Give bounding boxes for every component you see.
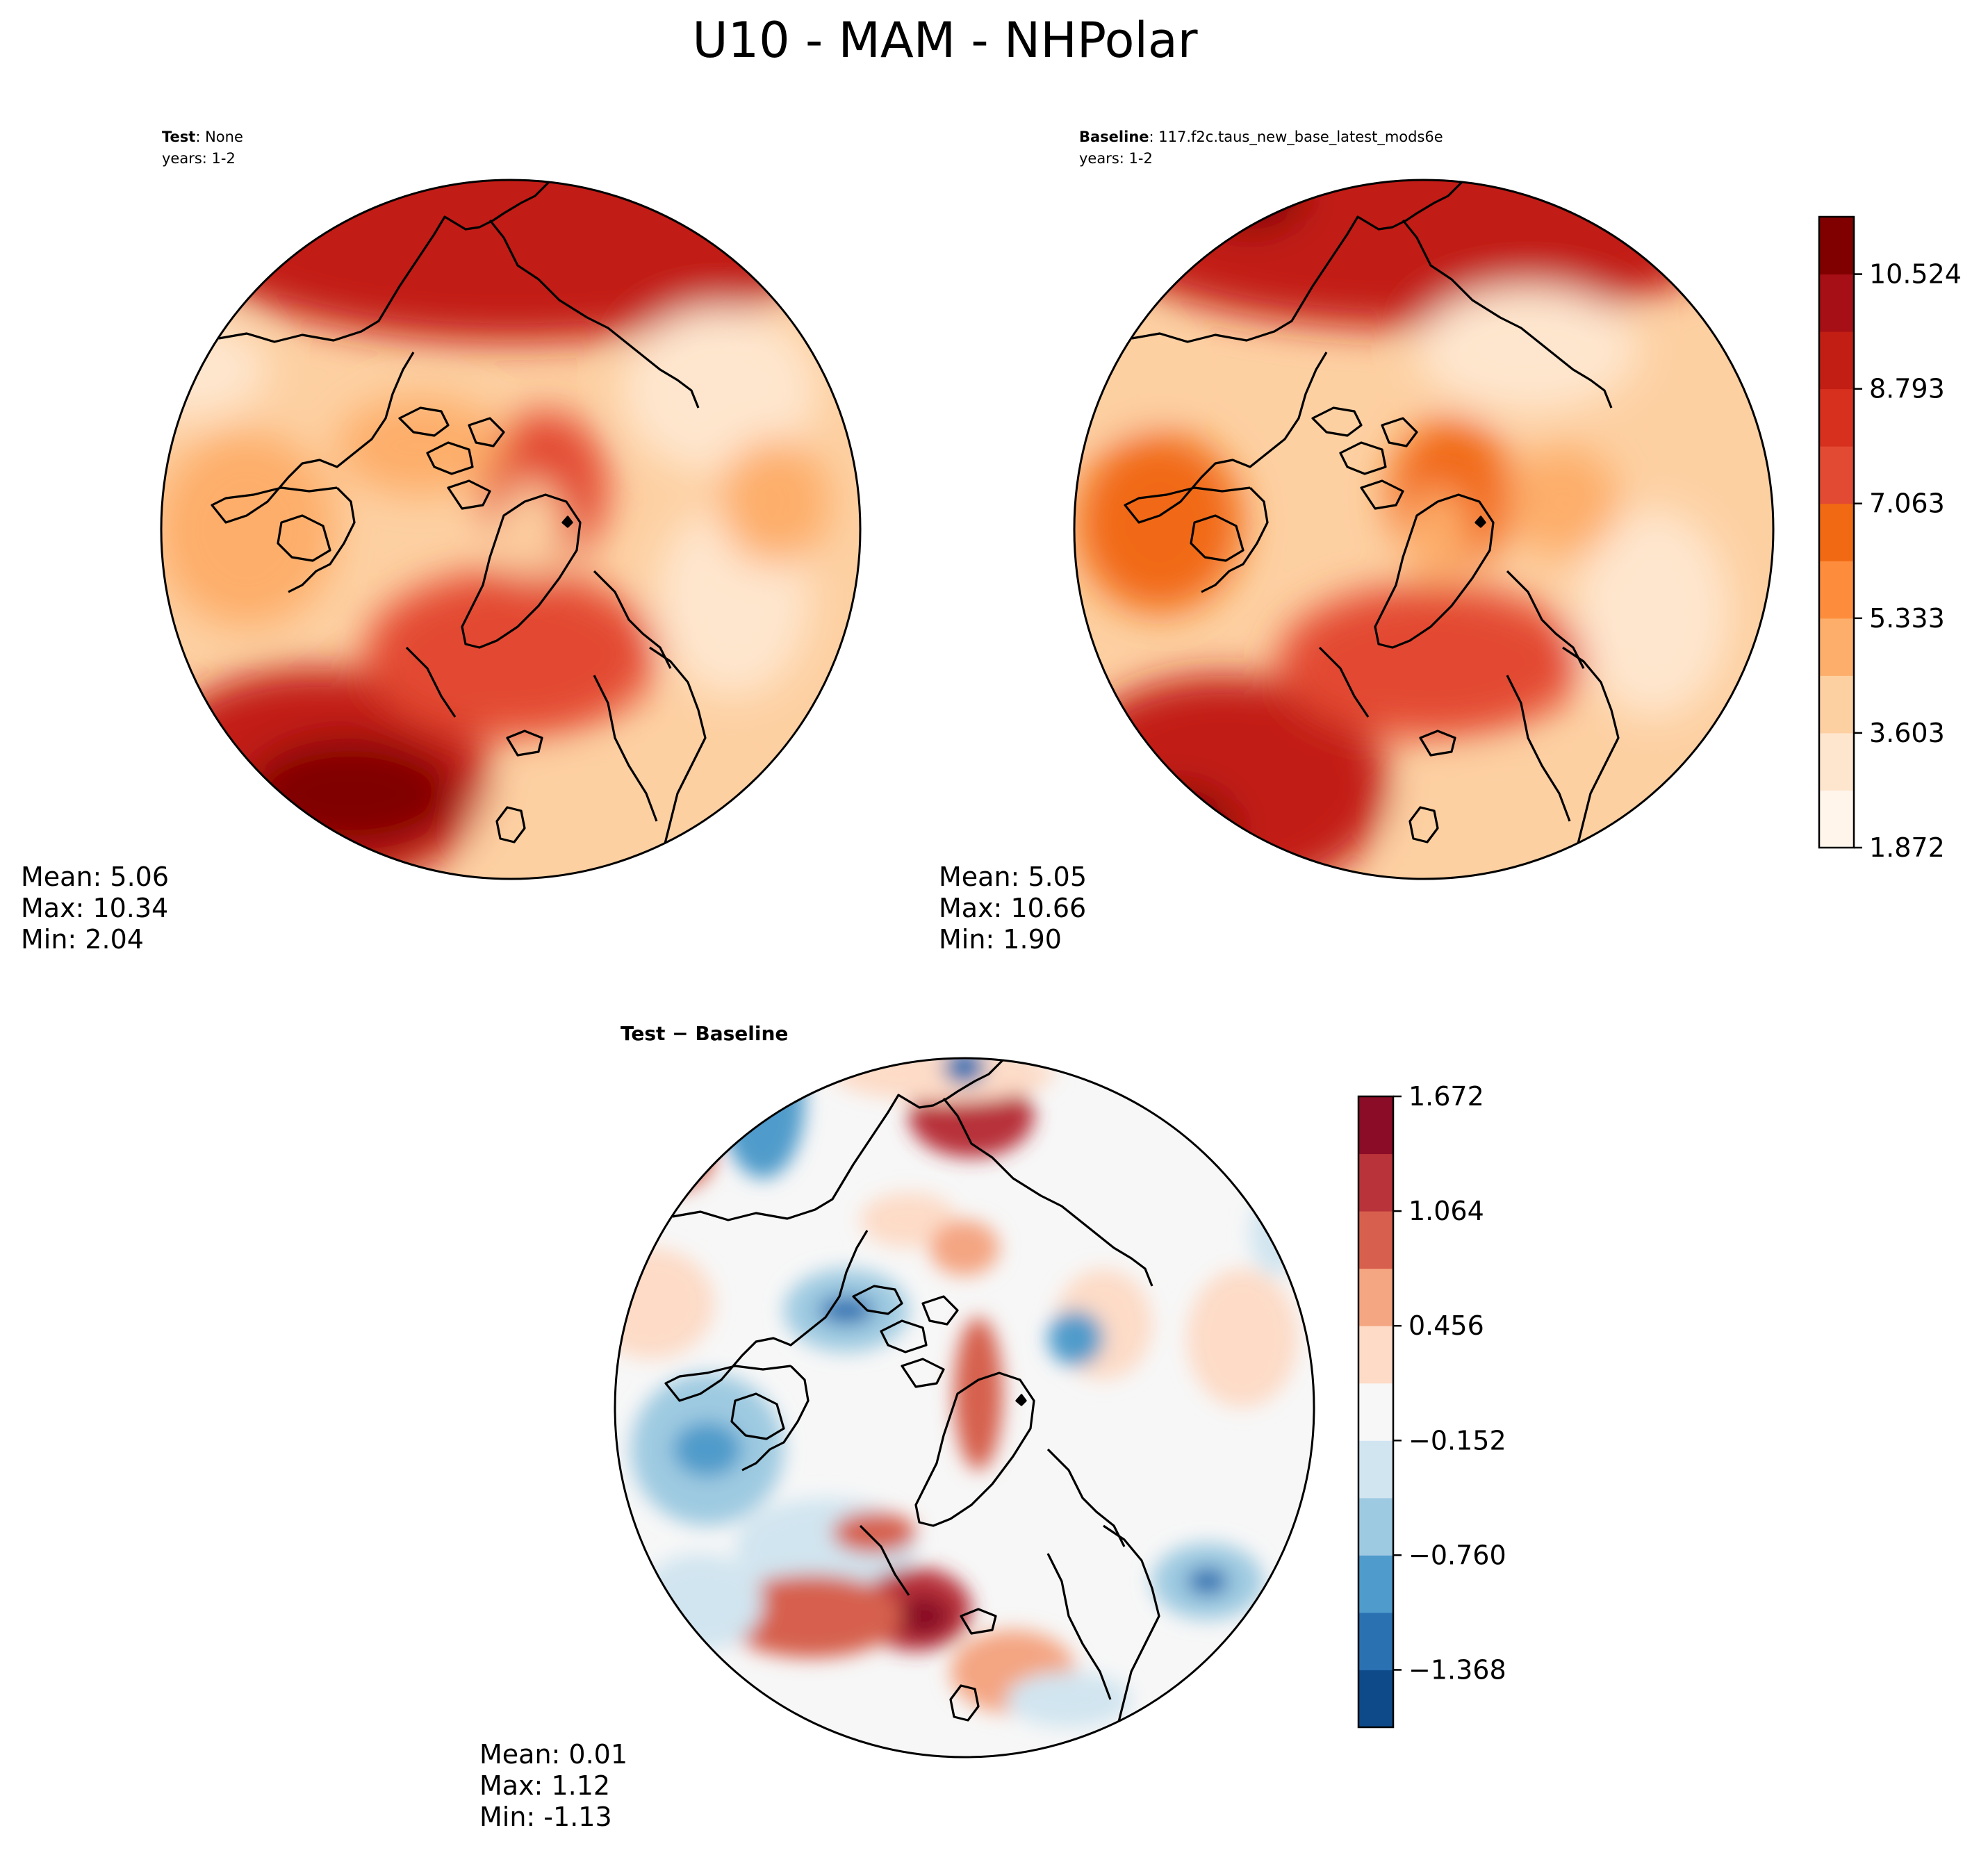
- colorbar-segment: [1819, 331, 1854, 390]
- colorbar-segment: [1358, 1268, 1393, 1326]
- panel-baseline: Baseline: 117.f2c.taus_new_base_latest_m…: [939, 129, 1775, 955]
- colorbar-tick-label: 10.524: [1869, 259, 1962, 290]
- colorbar-segment: [1819, 732, 1854, 791]
- colorbar-diff: −1.368 −0.760 −0.152 0.456 1.064 1.672: [1357, 1081, 1506, 1729]
- colorbar-segment: [1819, 503, 1854, 561]
- panel-test-years: years: 1-2: [162, 150, 236, 167]
- colorbar-border: [1357, 1095, 1395, 1729]
- colorbar-segment: [1358, 1383, 1393, 1441]
- colorbar-tick-label: −0.760: [1408, 1540, 1506, 1570]
- colorbar-tick-label: −0.152: [1408, 1425, 1506, 1456]
- colorbar-segment: [1819, 675, 1854, 734]
- panel-diff-max: Max: 1.12: [479, 1770, 610, 1801]
- colorbar-main: 1.872 3.603 5.333 7.063 8.793 10.524: [1818, 215, 1962, 863]
- panel-diff-label: Test − Baseline: [621, 1022, 788, 1045]
- colorbar-segment: [1819, 388, 1854, 447]
- colorbar-segment: [1819, 217, 1854, 275]
- colorbar-border: [1818, 215, 1855, 849]
- colorbar-segment: [1358, 1670, 1393, 1728]
- panel-test-min: Min: 2.04: [21, 924, 144, 955]
- panel-test-max: Max: 10.34: [21, 893, 168, 923]
- colorbar-tick-label: 3.603: [1869, 718, 1945, 748]
- colorbar-segment: [1358, 1440, 1393, 1499]
- colorbar-segment: [1358, 1096, 1393, 1155]
- colorbar-segment: [1819, 561, 1854, 619]
- panel-diff-mean: Mean: 0.01: [479, 1739, 627, 1770]
- panel-baseline-max: Max: 10.66: [939, 893, 1086, 923]
- colorbar-segment: [1358, 1326, 1393, 1384]
- panel-diff: Test − Baseline: [479, 1022, 1315, 1832]
- colorbar-segment: [1358, 1153, 1393, 1212]
- figure-title: U10 - MAM - NHPolar: [692, 12, 1197, 69]
- colorbar-segment: [1819, 790, 1854, 848]
- polar-map-diff: [615, 1058, 1314, 1757]
- colorbar-tick-label: 1.064: [1408, 1196, 1484, 1226]
- colorbar-segment: [1819, 618, 1854, 676]
- panel-baseline-label: Baseline: 117.f2c.taus_new_base_latest_m…: [1079, 129, 1443, 146]
- colorbar-segment: [1819, 446, 1854, 504]
- colorbar-tick-label: 7.063: [1869, 488, 1945, 519]
- colorbar-tick-label: 5.333: [1869, 603, 1945, 634]
- colorbar-segment: [1358, 1612, 1393, 1670]
- colorbar-segment: [1819, 274, 1854, 332]
- polar-map-baseline: [1074, 180, 1773, 879]
- panel-baseline-years: years: 1-2: [1079, 150, 1153, 167]
- colorbar-tick-label: 1.872: [1869, 832, 1945, 863]
- colorbar-segment: [1358, 1555, 1393, 1613]
- panel-test: Test: None years: 1-2: [21, 129, 862, 955]
- colorbar-tick-label: −1.368: [1408, 1654, 1506, 1685]
- panel-test-label: Test: None: [162, 129, 243, 145]
- panel-diff-min: Min: -1.13: [479, 1802, 612, 1832]
- colorbar-tick-label: 1.672: [1408, 1081, 1484, 1112]
- colorbar-tick-label: 0.456: [1408, 1310, 1484, 1341]
- colorbar-tick-label: 8.793: [1869, 374, 1945, 404]
- colorbar-segment: [1358, 1497, 1393, 1556]
- panel-test-mean: Mean: 5.06: [21, 862, 169, 892]
- polar-map-test: [161, 180, 860, 879]
- colorbar-segment: [1358, 1211, 1393, 1269]
- panel-baseline-min: Min: 1.90: [939, 924, 1062, 955]
- panel-baseline-mean: Mean: 5.05: [939, 862, 1087, 892]
